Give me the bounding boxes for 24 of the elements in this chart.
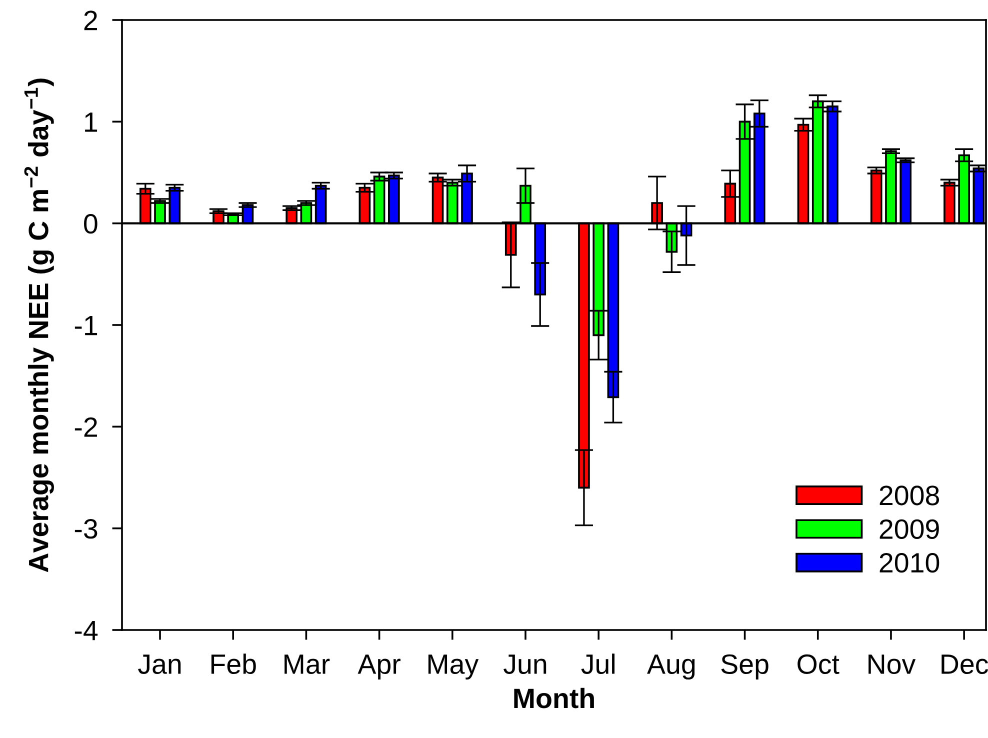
x-tick-label: Aug — [647, 654, 695, 680]
legend-label: 2009 — [880, 519, 939, 539]
y-tick-label: 1 — [85, 112, 98, 132]
legend-label: 2008 — [880, 486, 940, 506]
y-tick-label: -1 — [74, 316, 98, 336]
x-tick-label: Sep — [721, 654, 768, 680]
x-tick-label: Jan — [138, 654, 181, 674]
x-tick-label: May — [428, 654, 479, 680]
x-tick-label: Nov — [868, 654, 916, 674]
y-tick-label: -3 — [74, 519, 98, 539]
legend-label: 2010 — [880, 552, 940, 573]
x-axis-title: Month — [514, 688, 594, 708]
x-tick-label: Dec — [942, 654, 988, 674]
x-tick-label: Feb — [211, 654, 256, 674]
x-tick-label: Jun — [504, 654, 546, 674]
x-tick-label: Apr — [358, 654, 400, 680]
x-tick-label: Mar — [284, 654, 330, 674]
y-tick-label: 2 — [84, 10, 97, 30]
x-tick-label: Oct — [798, 654, 840, 674]
y-tick-label: -2 — [74, 417, 97, 437]
x-tick-label: Jul — [581, 654, 614, 674]
y-tick-label: 0 — [84, 214, 98, 234]
y-tick-label: -4 — [74, 620, 98, 640]
y-axis-title: Average monthly NEE (g C m$^{−2}$ day$^{−1}$) — [24, 78, 54, 572]
